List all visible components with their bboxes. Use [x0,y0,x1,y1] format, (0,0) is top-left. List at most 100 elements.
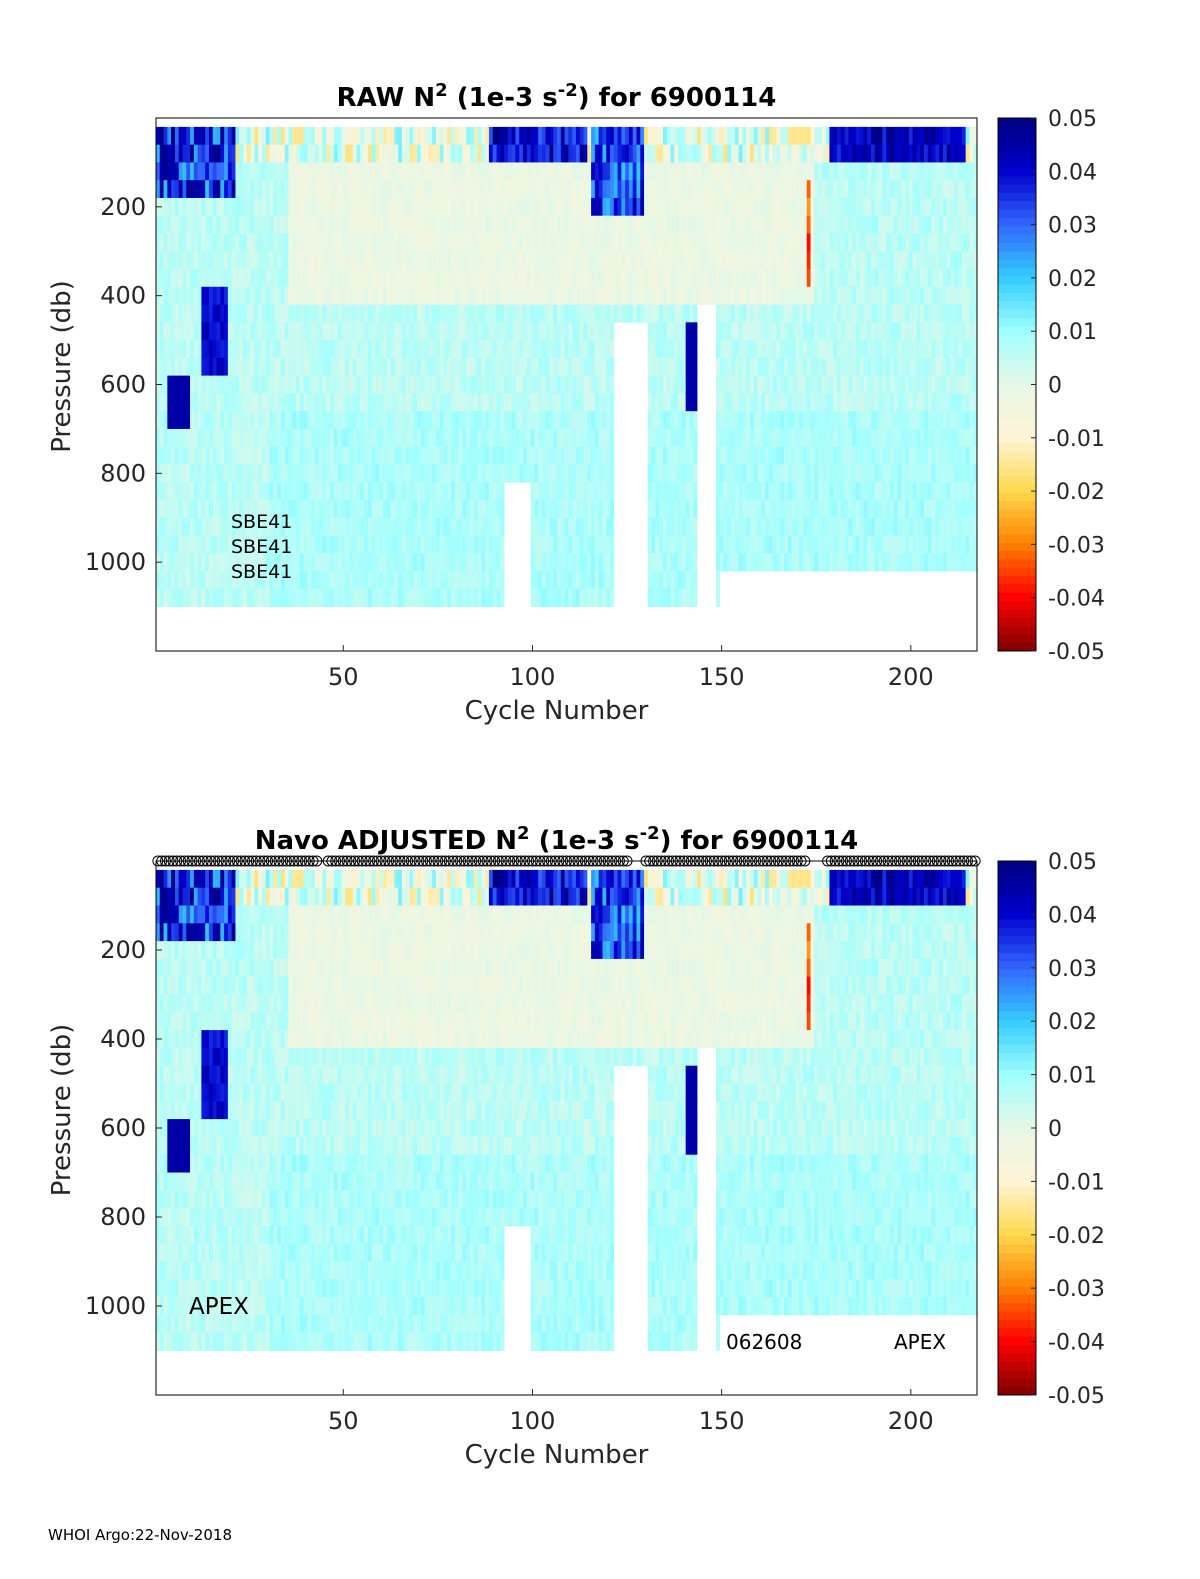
heatmap-cell [451,499,456,519]
heatmap-cell [863,269,868,288]
heatmap-cell [360,180,365,199]
heatmap-cell [401,304,407,323]
heatmap-cell [398,304,403,323]
heatmap-cell [417,571,422,590]
heatmap-cell [821,340,827,359]
heatmap-cell [205,357,210,377]
heatmap-cell [246,553,251,572]
heatmap-cell [719,553,724,572]
heatmap-cell [715,304,721,323]
heatmap-cell [765,357,770,377]
heatmap-cell [871,251,876,270]
heatmap-cell [239,126,244,146]
heatmap-cell [731,197,736,217]
heatmap-cell [901,340,906,359]
heatmap-cell [693,144,698,163]
heatmap-cell [821,233,827,252]
heatmap-cell [685,393,690,412]
heatmap-cell [159,304,164,323]
heatmap-cell [768,197,774,217]
heatmap-cell [560,375,565,394]
heatmap-cell [322,126,327,146]
heatmap-cell [746,304,751,323]
heatmap-cell [878,251,883,270]
heatmap-cell [780,428,785,448]
heatmap-cell [284,180,289,199]
heatmap-cell [678,428,683,448]
heatmap-cell [470,482,475,501]
heatmap-cell [897,251,902,270]
heatmap-cell [757,322,762,341]
heatmap-cell [435,517,441,536]
heatmap-cell [723,286,728,305]
heatmap-cell [768,482,774,501]
heatmap-cell [715,517,721,536]
heatmap-cell [383,482,388,501]
heatmap-cell [818,393,823,412]
heatmap-cell [364,464,369,483]
heatmap-cell [908,126,914,146]
heatmap-cell [307,375,312,394]
heatmap-cell [757,482,762,501]
heatmap-cell [715,588,721,607]
heatmap-cell [492,357,497,377]
heatmap-cell [250,535,255,554]
heatmap-cell [814,215,819,234]
heatmap-cell [432,286,437,305]
heatmap-cell [776,251,781,270]
heatmap-cell [685,482,690,501]
heatmap-cell [265,340,270,359]
heatmap-cell [511,144,516,163]
heatmap-cell [428,286,433,305]
heatmap-cell [549,144,554,163]
heatmap-cell [859,411,864,430]
heatmap-cell [666,286,671,305]
heatmap-cell [738,482,743,501]
heatmap-cell [348,180,354,199]
heatmap-cell [231,357,236,377]
heatmap-cell [178,482,183,501]
heatmap-cell [806,482,811,501]
heatmap-cell [791,535,796,554]
heatmap-cell [530,588,535,607]
heatmap-cell [685,375,690,394]
heatmap-cell [806,446,811,465]
heatmap-cell [405,215,410,234]
heatmap-cell [553,251,558,270]
heatmap-cell [579,393,584,412]
heatmap-cell [367,233,373,252]
heatmap-cell [674,144,679,163]
heatmap-cell [602,162,607,181]
heatmap-cell [681,375,687,394]
heatmap-cell [541,304,547,323]
heatmap-cell [557,215,562,234]
heatmap-cell [318,215,323,234]
heatmap-cell [874,446,880,465]
heatmap-cell [383,357,388,377]
heatmap-cell [314,180,320,199]
heatmap-cell [776,482,781,501]
heatmap-cell [269,553,274,572]
heatmap-cell [356,482,361,501]
heatmap-cell [768,180,774,199]
heatmap-cell [333,357,338,377]
heatmap-cell [522,126,528,146]
heatmap-cell [814,340,819,359]
heatmap-cell [674,428,679,448]
heatmap-cell [470,197,475,217]
heatmap-cell [470,553,475,572]
heatmap-cell [613,180,618,199]
heatmap-cell [375,286,380,305]
heatmap-cell [322,553,327,572]
heatmap-cell [610,197,615,217]
heatmap-cell [871,357,876,377]
heatmap-cell [670,553,675,572]
heatmap-cell [398,269,403,288]
heatmap-cell [727,180,732,199]
heatmap-cell [447,269,452,288]
heatmap-cell [787,357,793,377]
heatmap-cell [655,588,660,607]
heatmap-cell [606,517,611,536]
heatmap-cell [212,269,217,288]
heatmap-cell [893,446,898,465]
